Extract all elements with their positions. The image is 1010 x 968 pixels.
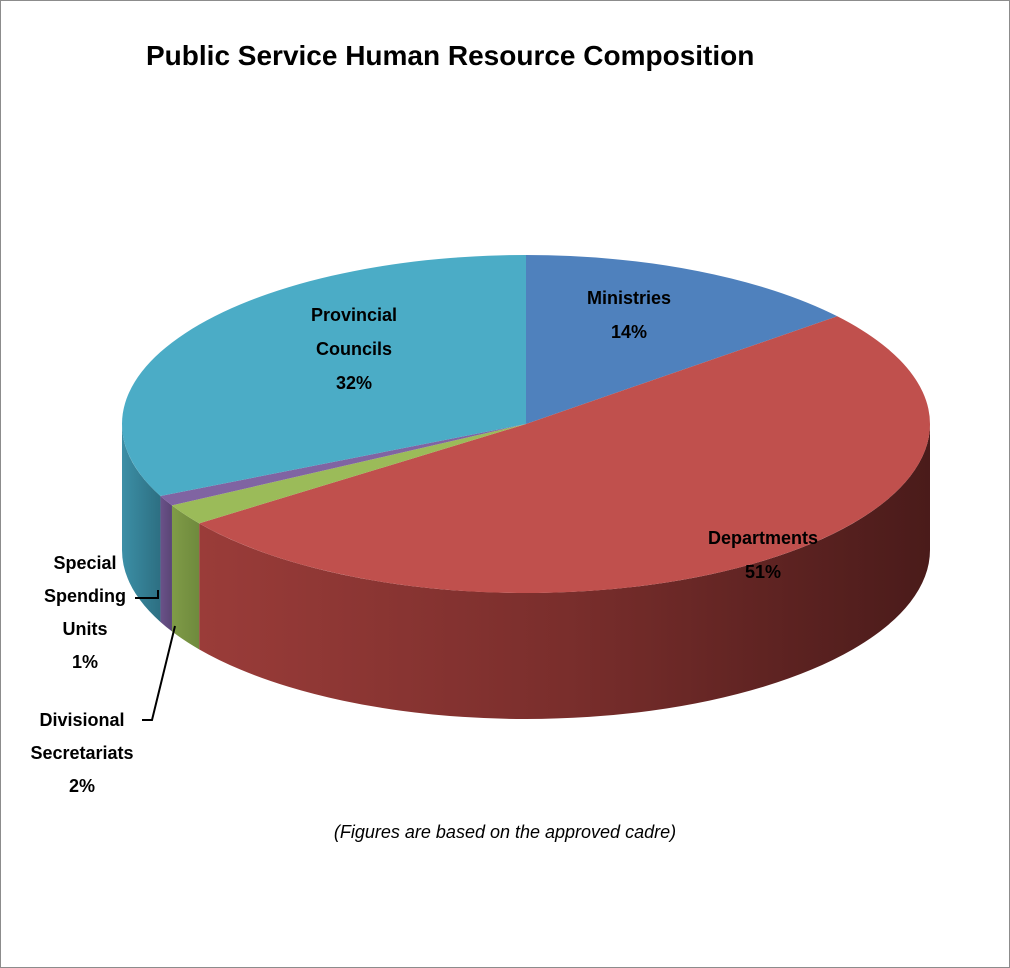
slice-value-divisional-secretariats: 2% bbox=[69, 776, 95, 796]
slice-special-spending-units bbox=[160, 424, 526, 506]
slice-departments bbox=[199, 316, 931, 594]
slice-label-divisional-secretariats-line1: Divisional bbox=[39, 710, 124, 730]
slice-label-special-spending-units-line3: Units bbox=[63, 619, 108, 639]
slice-side-divisional-secretariats bbox=[171, 505, 200, 650]
slice-divisional-secretariats bbox=[171, 424, 526, 524]
slice-ministries bbox=[526, 255, 838, 424]
slice-label-divisional-secretariats-line2: Secretariats bbox=[30, 743, 133, 763]
leader-line-special-spending-units bbox=[135, 590, 159, 599]
slice-label-ministries: Ministries bbox=[587, 288, 671, 308]
slice-provincial-councils bbox=[121, 255, 527, 496]
slice-side-provincial-councils bbox=[122, 424, 161, 622]
slice-label-provincial-councils-line1: Provincial bbox=[311, 305, 397, 325]
slice-value-ministries: 14% bbox=[611, 322, 647, 342]
pie-tops bbox=[121, 255, 931, 594]
slice-label-departments: Departments bbox=[708, 528, 818, 548]
leader-line-divisional-secretariats bbox=[142, 625, 176, 721]
slice-label-provincial-councils-line2: Councils bbox=[316, 339, 392, 359]
slice-label-special-spending-units-line1: Special bbox=[53, 553, 116, 573]
slice-label-special-spending-units-line2: Spending bbox=[44, 586, 126, 606]
slice-side-special-spending-units bbox=[160, 495, 172, 632]
pie-sides bbox=[122, 424, 931, 719]
chart-title: Public Service Human Resource Compositio… bbox=[146, 40, 755, 71]
slice-value-special-spending-units: 1% bbox=[72, 652, 98, 672]
slice-value-provincial-councils: 32% bbox=[336, 373, 372, 393]
chart-footnote: (Figures are based on the approved cadre… bbox=[333, 822, 677, 842]
slice-value-departments: 51% bbox=[745, 562, 781, 582]
slice-side-departments bbox=[199, 424, 931, 719]
